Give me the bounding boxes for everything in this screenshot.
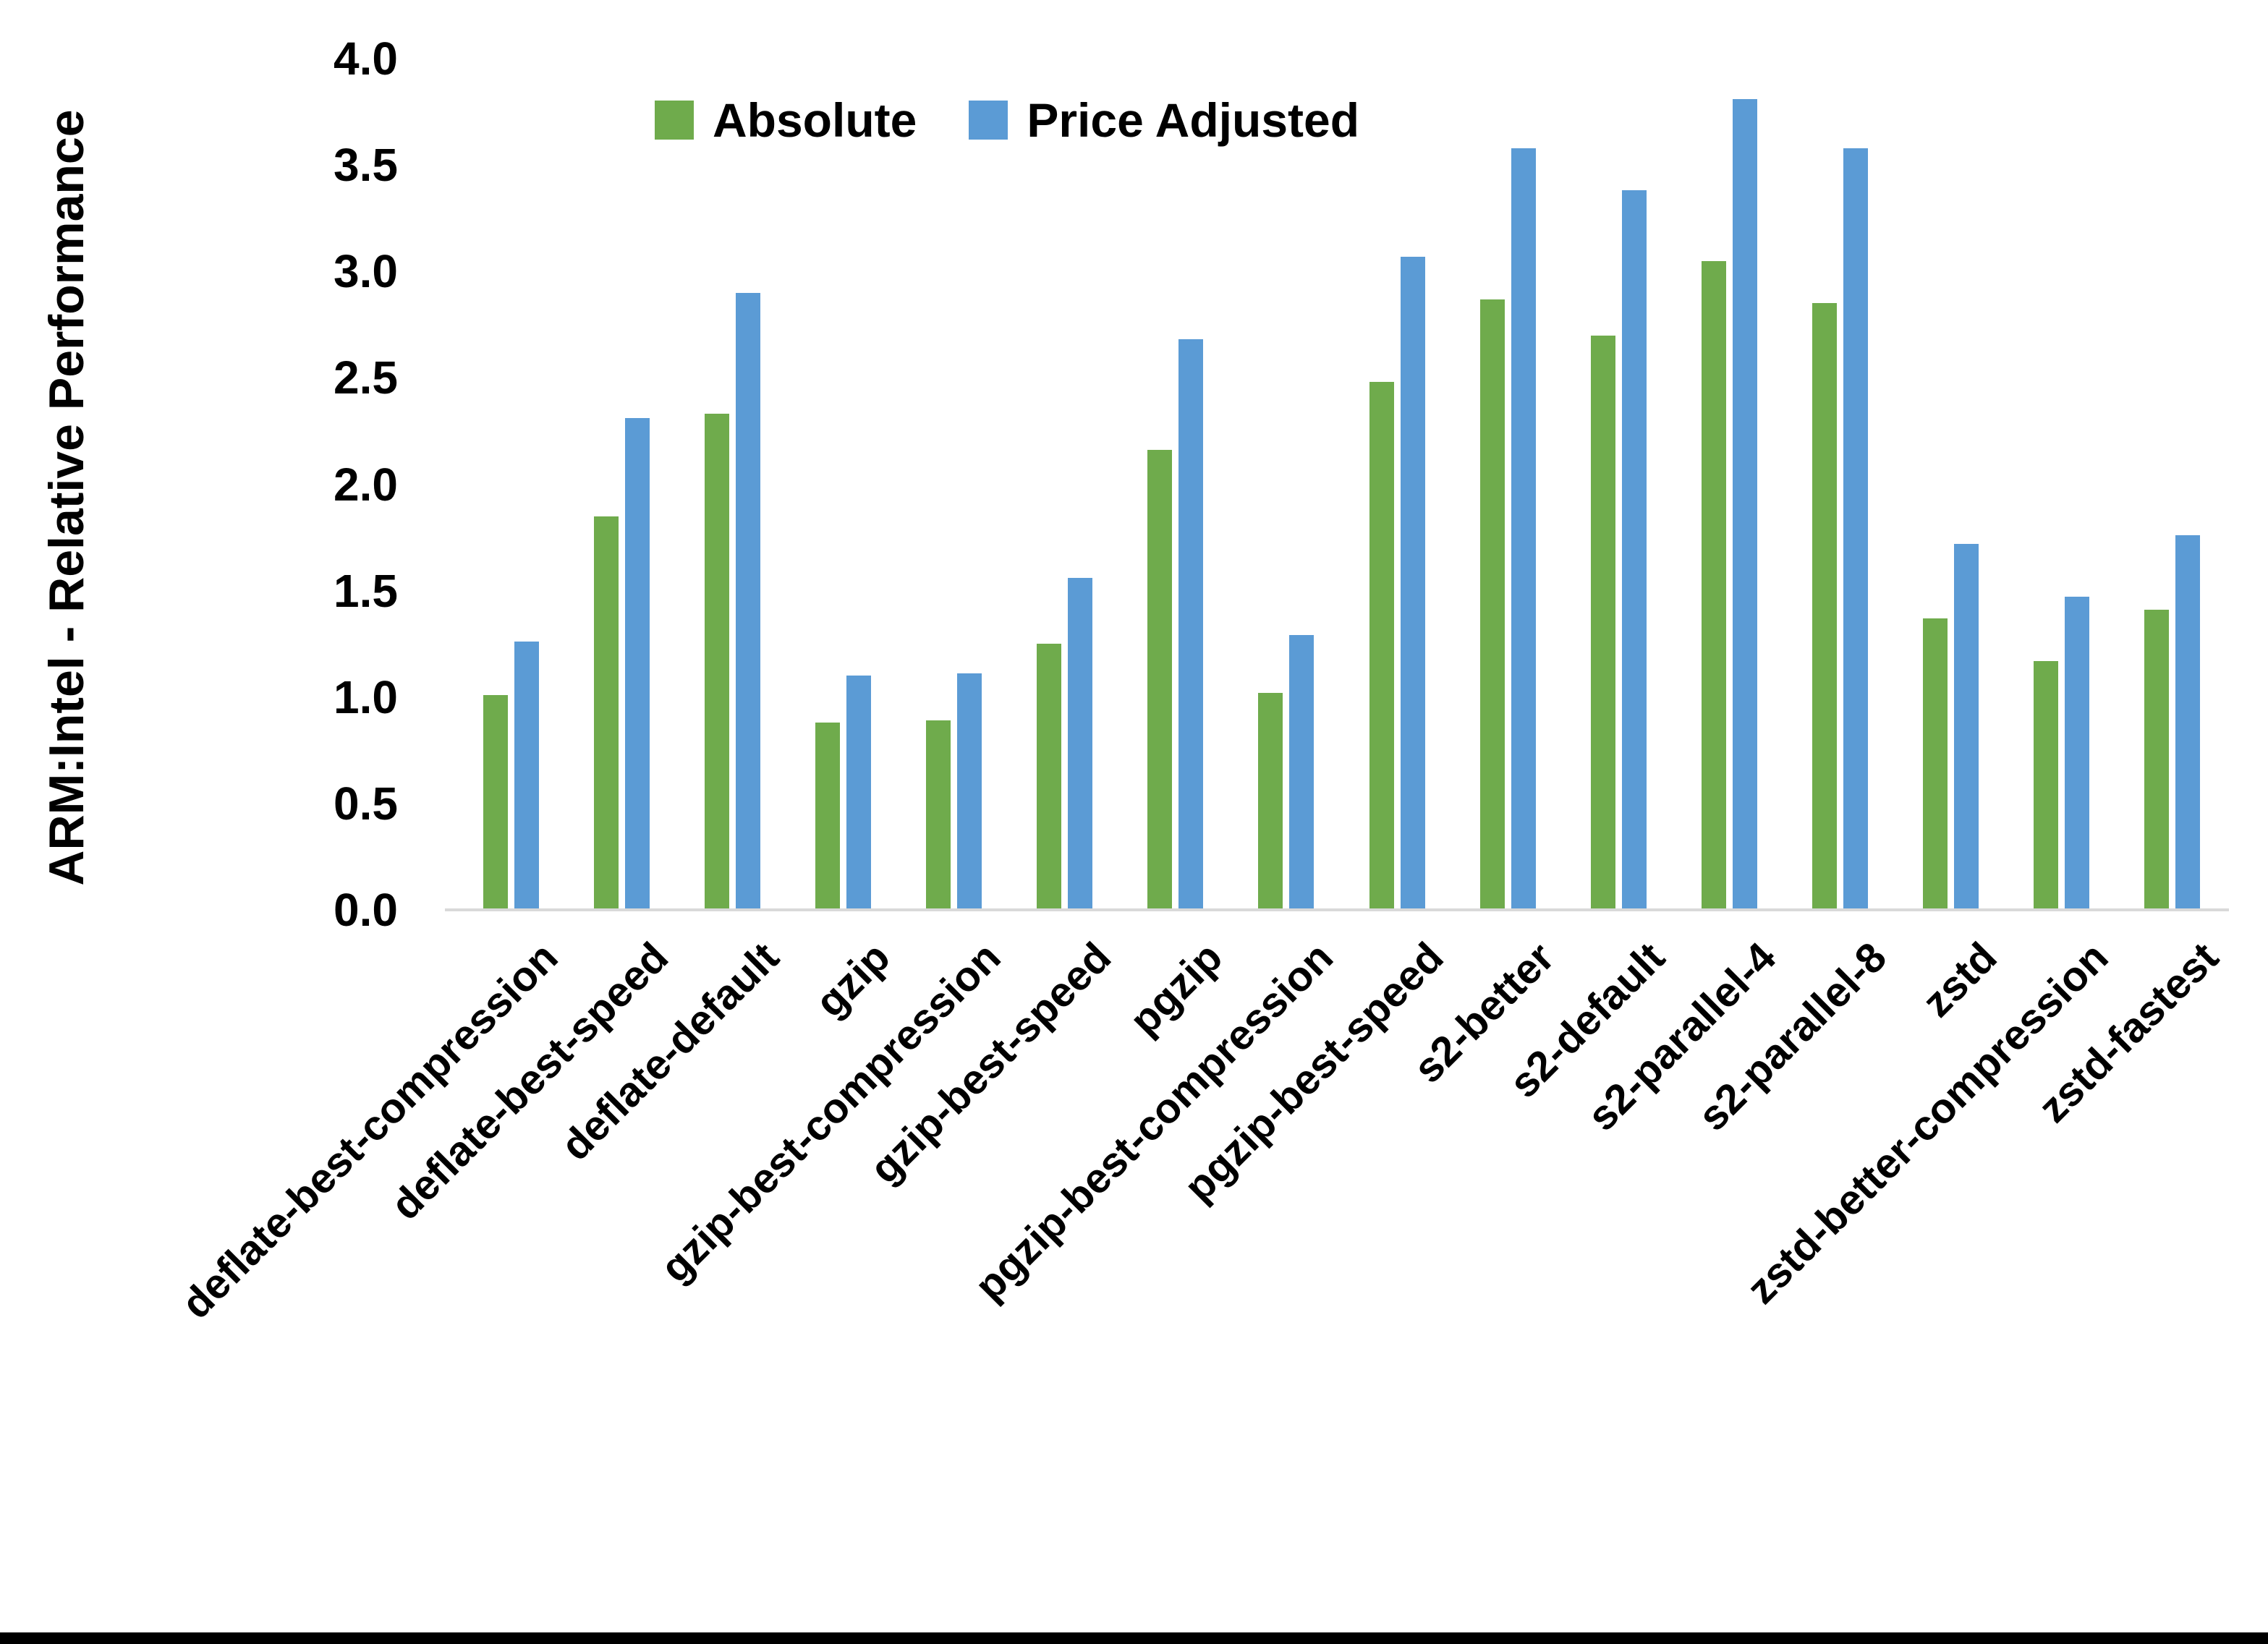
y-tick-label: 2.0 — [334, 458, 398, 511]
bar-absolute-pgzip — [1147, 450, 1173, 910]
bar-price-adjusted-s2-parallel-8 — [1843, 148, 1868, 910]
y-tick-label: 4.0 — [334, 33, 398, 85]
bar-price-adjusted-pgzip — [1178, 339, 1204, 910]
bar-price-adjusted-zstd-fastest — [2175, 535, 2200, 910]
bar-absolute-pgzip-best-speed — [1369, 382, 1394, 910]
x-axis-line — [445, 908, 2229, 911]
bar-absolute-pgzip-best-compression — [1258, 692, 1283, 910]
y-tick-label: 0.0 — [334, 884, 398, 936]
bar-absolute-s2-default — [1590, 335, 1615, 910]
y-axis-title: ARM:Intel - Relative Performance — [39, 109, 94, 886]
bar-price-adjusted-deflate-default — [736, 292, 761, 910]
y-tick-label: 1.5 — [334, 564, 398, 617]
bar-price-adjusted-s2-parallel-4 — [1732, 98, 1757, 910]
legend-item-absolute: Absolute — [655, 93, 917, 148]
bar-absolute-s2-parallel-4 — [1701, 260, 1726, 910]
y-tick-label: 3.0 — [334, 245, 398, 298]
bar-price-adjusted-deflate-best-compression — [514, 642, 540, 910]
legend-label-price-adjusted: Price Adjusted — [1027, 93, 1360, 147]
y-tick-label: 3.5 — [334, 139, 398, 192]
bar-absolute-zstd-fastest — [2144, 610, 2169, 910]
y-tick-label: 0.5 — [334, 777, 398, 830]
bar-price-adjusted-pgzip-best-compression — [1289, 635, 1314, 910]
legend-label-absolute: Absolute — [713, 93, 917, 147]
bar-absolute-s2-better — [1479, 299, 1505, 910]
bottom-border — [0, 1632, 2268, 1644]
legend-swatch-absolute — [655, 101, 694, 140]
bar-price-adjusted-gzip-best-compression — [957, 673, 982, 910]
bar-price-adjusted-zstd — [1953, 543, 1979, 910]
legend: Absolute Price Adjusted — [655, 93, 1359, 148]
bar-absolute-zstd — [1922, 618, 1948, 910]
bar-absolute-deflate-best-compression — [483, 694, 509, 910]
bar-price-adjusted-zstd-better-compression — [2064, 597, 2089, 910]
y-tick-label: 1.0 — [334, 670, 398, 723]
legend-item-price-adjusted: Price Adjusted — [969, 93, 1359, 148]
bar-absolute-deflate-default — [705, 414, 730, 910]
bar-absolute-deflate-best-speed — [594, 516, 619, 910]
bar-price-adjusted-pgzip-best-speed — [1400, 256, 1425, 910]
bar-price-adjusted-s2-default — [1621, 190, 1647, 910]
legend-swatch-price-adjusted — [969, 101, 1008, 140]
bar-absolute-gzip-best-compression — [926, 720, 951, 910]
bar-price-adjusted-s2-better — [1511, 148, 1536, 910]
bar-absolute-gzip — [815, 723, 841, 910]
bar-absolute-zstd-better-compression — [2033, 660, 2058, 910]
bar-absolute-gzip-best-speed — [1037, 644, 1062, 910]
x-category-label: gzip — [806, 933, 899, 1026]
bar-price-adjusted-gzip — [846, 676, 872, 910]
y-tick-label: 2.5 — [334, 352, 398, 404]
x-category-label: zstd — [1914, 933, 2007, 1026]
bar-absolute-s2-parallel-8 — [1812, 303, 1837, 910]
bar-price-adjusted-gzip-best-speed — [1068, 577, 1093, 910]
bar-price-adjusted-deflate-best-speed — [625, 418, 650, 910]
